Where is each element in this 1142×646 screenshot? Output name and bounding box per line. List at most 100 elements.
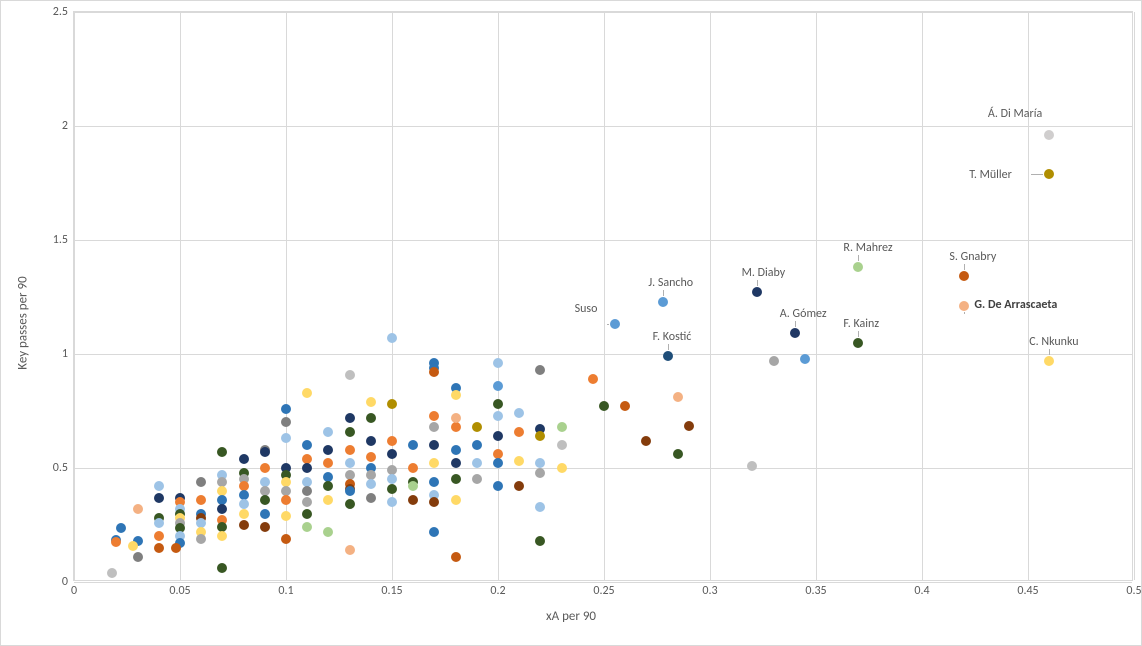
data-point bbox=[493, 381, 503, 391]
data-point bbox=[408, 440, 418, 450]
gridline-v bbox=[392, 12, 393, 580]
gridline-h bbox=[74, 582, 1132, 583]
data-point bbox=[154, 518, 164, 528]
gridline-h bbox=[74, 354, 1132, 355]
x-tick-label: 0.45 bbox=[1017, 584, 1038, 598]
data-point bbox=[514, 427, 524, 437]
data-point bbox=[429, 411, 439, 421]
data-point bbox=[260, 522, 270, 532]
data-point bbox=[217, 504, 227, 514]
data-point bbox=[451, 445, 461, 455]
data-point bbox=[853, 262, 863, 272]
data-point bbox=[472, 440, 482, 450]
data-point bbox=[323, 445, 333, 455]
data-point bbox=[345, 413, 355, 423]
x-tick-label: 0 bbox=[71, 584, 77, 598]
data-point bbox=[451, 495, 461, 505]
data-label: Á. Di María bbox=[988, 107, 1042, 121]
x-axis-title: xA per 90 bbox=[546, 609, 596, 624]
data-point bbox=[387, 333, 397, 343]
data-label: T. Müller bbox=[969, 168, 1012, 182]
x-tick-label: 0.3 bbox=[702, 584, 717, 598]
data-point bbox=[154, 493, 164, 503]
data-point bbox=[217, 563, 227, 573]
y-tick-label: 2.5 bbox=[53, 5, 68, 19]
x-tick-label: 0.2 bbox=[490, 584, 505, 598]
leader-line bbox=[1049, 349, 1050, 355]
data-point bbox=[790, 328, 800, 338]
data-point bbox=[514, 481, 524, 491]
data-label: Suso bbox=[575, 302, 598, 316]
gridline-v bbox=[922, 12, 923, 580]
data-point bbox=[535, 431, 545, 441]
data-point bbox=[599, 401, 609, 411]
data-point bbox=[281, 534, 291, 544]
data-point bbox=[493, 431, 503, 441]
data-point bbox=[641, 436, 651, 446]
data-point bbox=[345, 486, 355, 496]
x-tick-label: 0.5 bbox=[1126, 584, 1141, 598]
data-point bbox=[408, 495, 418, 505]
data-point bbox=[345, 370, 355, 380]
data-point bbox=[281, 404, 291, 414]
data-label: G. De Arrascaeta bbox=[974, 298, 1057, 312]
data-point bbox=[281, 495, 291, 505]
y-tick-label: 0 bbox=[62, 575, 68, 589]
data-point bbox=[366, 452, 376, 462]
data-point bbox=[658, 297, 668, 307]
data-point bbox=[260, 447, 270, 457]
leader-line bbox=[607, 324, 609, 325]
data-point bbox=[853, 338, 863, 348]
data-point bbox=[535, 365, 545, 375]
data-point bbox=[196, 534, 206, 544]
data-point bbox=[366, 436, 376, 446]
data-point bbox=[493, 399, 503, 409]
data-point bbox=[260, 463, 270, 473]
leader-line bbox=[964, 312, 965, 314]
data-point bbox=[302, 440, 312, 450]
data-point bbox=[116, 523, 126, 533]
leader-line bbox=[663, 290, 664, 296]
data-point bbox=[302, 509, 312, 519]
data-point bbox=[472, 422, 482, 432]
data-label: M. Diaby bbox=[742, 266, 786, 280]
y-tick-label: 2 bbox=[62, 119, 68, 133]
gridline-v bbox=[710, 12, 711, 580]
data-point bbox=[302, 497, 312, 507]
data-point bbox=[429, 497, 439, 507]
data-point bbox=[387, 484, 397, 494]
data-point bbox=[239, 509, 249, 519]
x-tick-label: 0.15 bbox=[381, 584, 402, 598]
data-point bbox=[429, 458, 439, 468]
data-point bbox=[281, 511, 291, 521]
data-point bbox=[557, 463, 567, 473]
data-point bbox=[472, 458, 482, 468]
data-point bbox=[663, 351, 673, 361]
data-point bbox=[451, 413, 461, 423]
data-point bbox=[302, 388, 312, 398]
data-point bbox=[429, 422, 439, 432]
data-point bbox=[323, 527, 333, 537]
leader-line bbox=[795, 321, 796, 327]
data-point bbox=[493, 411, 503, 421]
data-point bbox=[408, 481, 418, 491]
data-point bbox=[239, 520, 249, 530]
y-tick-label: 1.5 bbox=[53, 233, 68, 247]
data-point bbox=[535, 536, 545, 546]
data-point bbox=[345, 427, 355, 437]
data-point bbox=[387, 436, 397, 446]
gridline-h bbox=[74, 126, 1132, 127]
data-point bbox=[493, 458, 503, 468]
data-point bbox=[133, 504, 143, 514]
data-point bbox=[387, 497, 397, 507]
gridline-v bbox=[74, 12, 75, 580]
data-point bbox=[302, 522, 312, 532]
data-point bbox=[302, 486, 312, 496]
data-point bbox=[154, 481, 164, 491]
data-point bbox=[323, 427, 333, 437]
data-point bbox=[429, 367, 439, 377]
data-point bbox=[557, 440, 567, 450]
data-point bbox=[557, 422, 567, 432]
x-tick-label: 0.1 bbox=[278, 584, 293, 598]
data-point bbox=[588, 374, 598, 384]
